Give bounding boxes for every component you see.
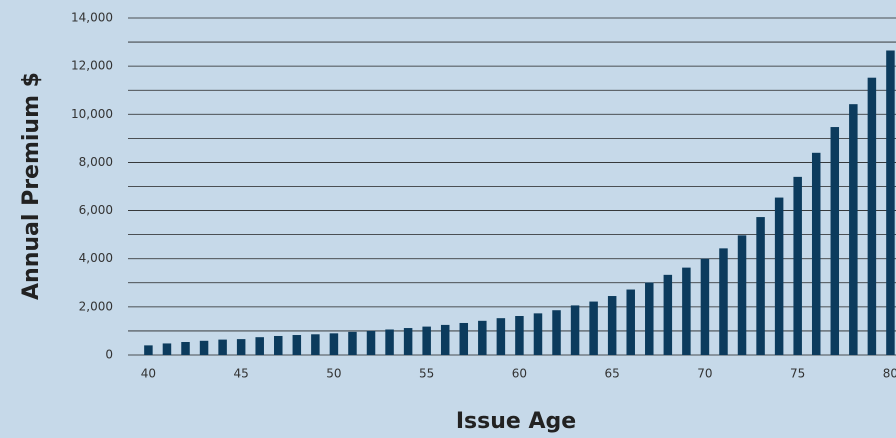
bar [459, 322, 469, 355]
x-tick-label: 60 [512, 367, 527, 381]
bar [162, 343, 172, 355]
y-tick-label: 6,000 [79, 203, 113, 217]
bar [385, 329, 394, 355]
bar [849, 104, 858, 355]
y-axis-title: Annual Premium $ [19, 72, 44, 300]
bar [737, 235, 747, 355]
bar [663, 274, 673, 355]
bar [422, 326, 431, 355]
bar [329, 333, 339, 355]
bar [274, 335, 283, 355]
bar [645, 282, 654, 355]
x-tick-label: 55 [419, 367, 434, 381]
bar [199, 340, 209, 355]
x-tick-label: 40 [141, 367, 156, 381]
bar [181, 342, 190, 355]
x-axis-title: Issue Age [456, 409, 576, 434]
bar [700, 258, 710, 355]
bar [292, 335, 302, 355]
y-tick-label: 10,000 [71, 107, 113, 121]
x-tick-label: 50 [326, 367, 341, 381]
bar [811, 152, 821, 355]
bar [366, 330, 376, 355]
bar [589, 301, 598, 355]
bar [886, 50, 895, 355]
bar [311, 334, 320, 355]
bar [496, 318, 506, 355]
y-tick-label: 8,000 [79, 155, 113, 169]
bar [867, 77, 877, 355]
bar [144, 345, 153, 355]
bar [478, 320, 487, 355]
bar [533, 313, 543, 355]
bar [793, 176, 802, 355]
bar [719, 248, 728, 355]
y-tick-label: 14,000 [71, 11, 113, 25]
bar [830, 127, 840, 355]
bar [348, 331, 357, 355]
y-tick-label: 2,000 [79, 299, 113, 313]
bar [756, 217, 765, 355]
bar [403, 328, 413, 355]
bar [626, 289, 635, 355]
y-tick-label: 12,000 [71, 59, 113, 73]
bar [255, 337, 264, 355]
bar [552, 310, 561, 355]
x-tick-label: 80 [883, 367, 896, 381]
x-tick-label: 65 [605, 367, 620, 381]
x-tick-label: 45 [234, 367, 249, 381]
x-tick-label: 75 [790, 367, 805, 381]
bar [774, 197, 784, 355]
y-tick-label: 4,000 [79, 251, 113, 265]
bar [570, 305, 580, 355]
bar [236, 339, 246, 355]
bar [682, 267, 691, 355]
x-tick-label: 70 [697, 367, 712, 381]
bar [607, 296, 617, 355]
bar [440, 324, 450, 355]
bar [218, 339, 227, 355]
bar [515, 316, 524, 355]
y-tick-label: 0 [105, 348, 113, 362]
